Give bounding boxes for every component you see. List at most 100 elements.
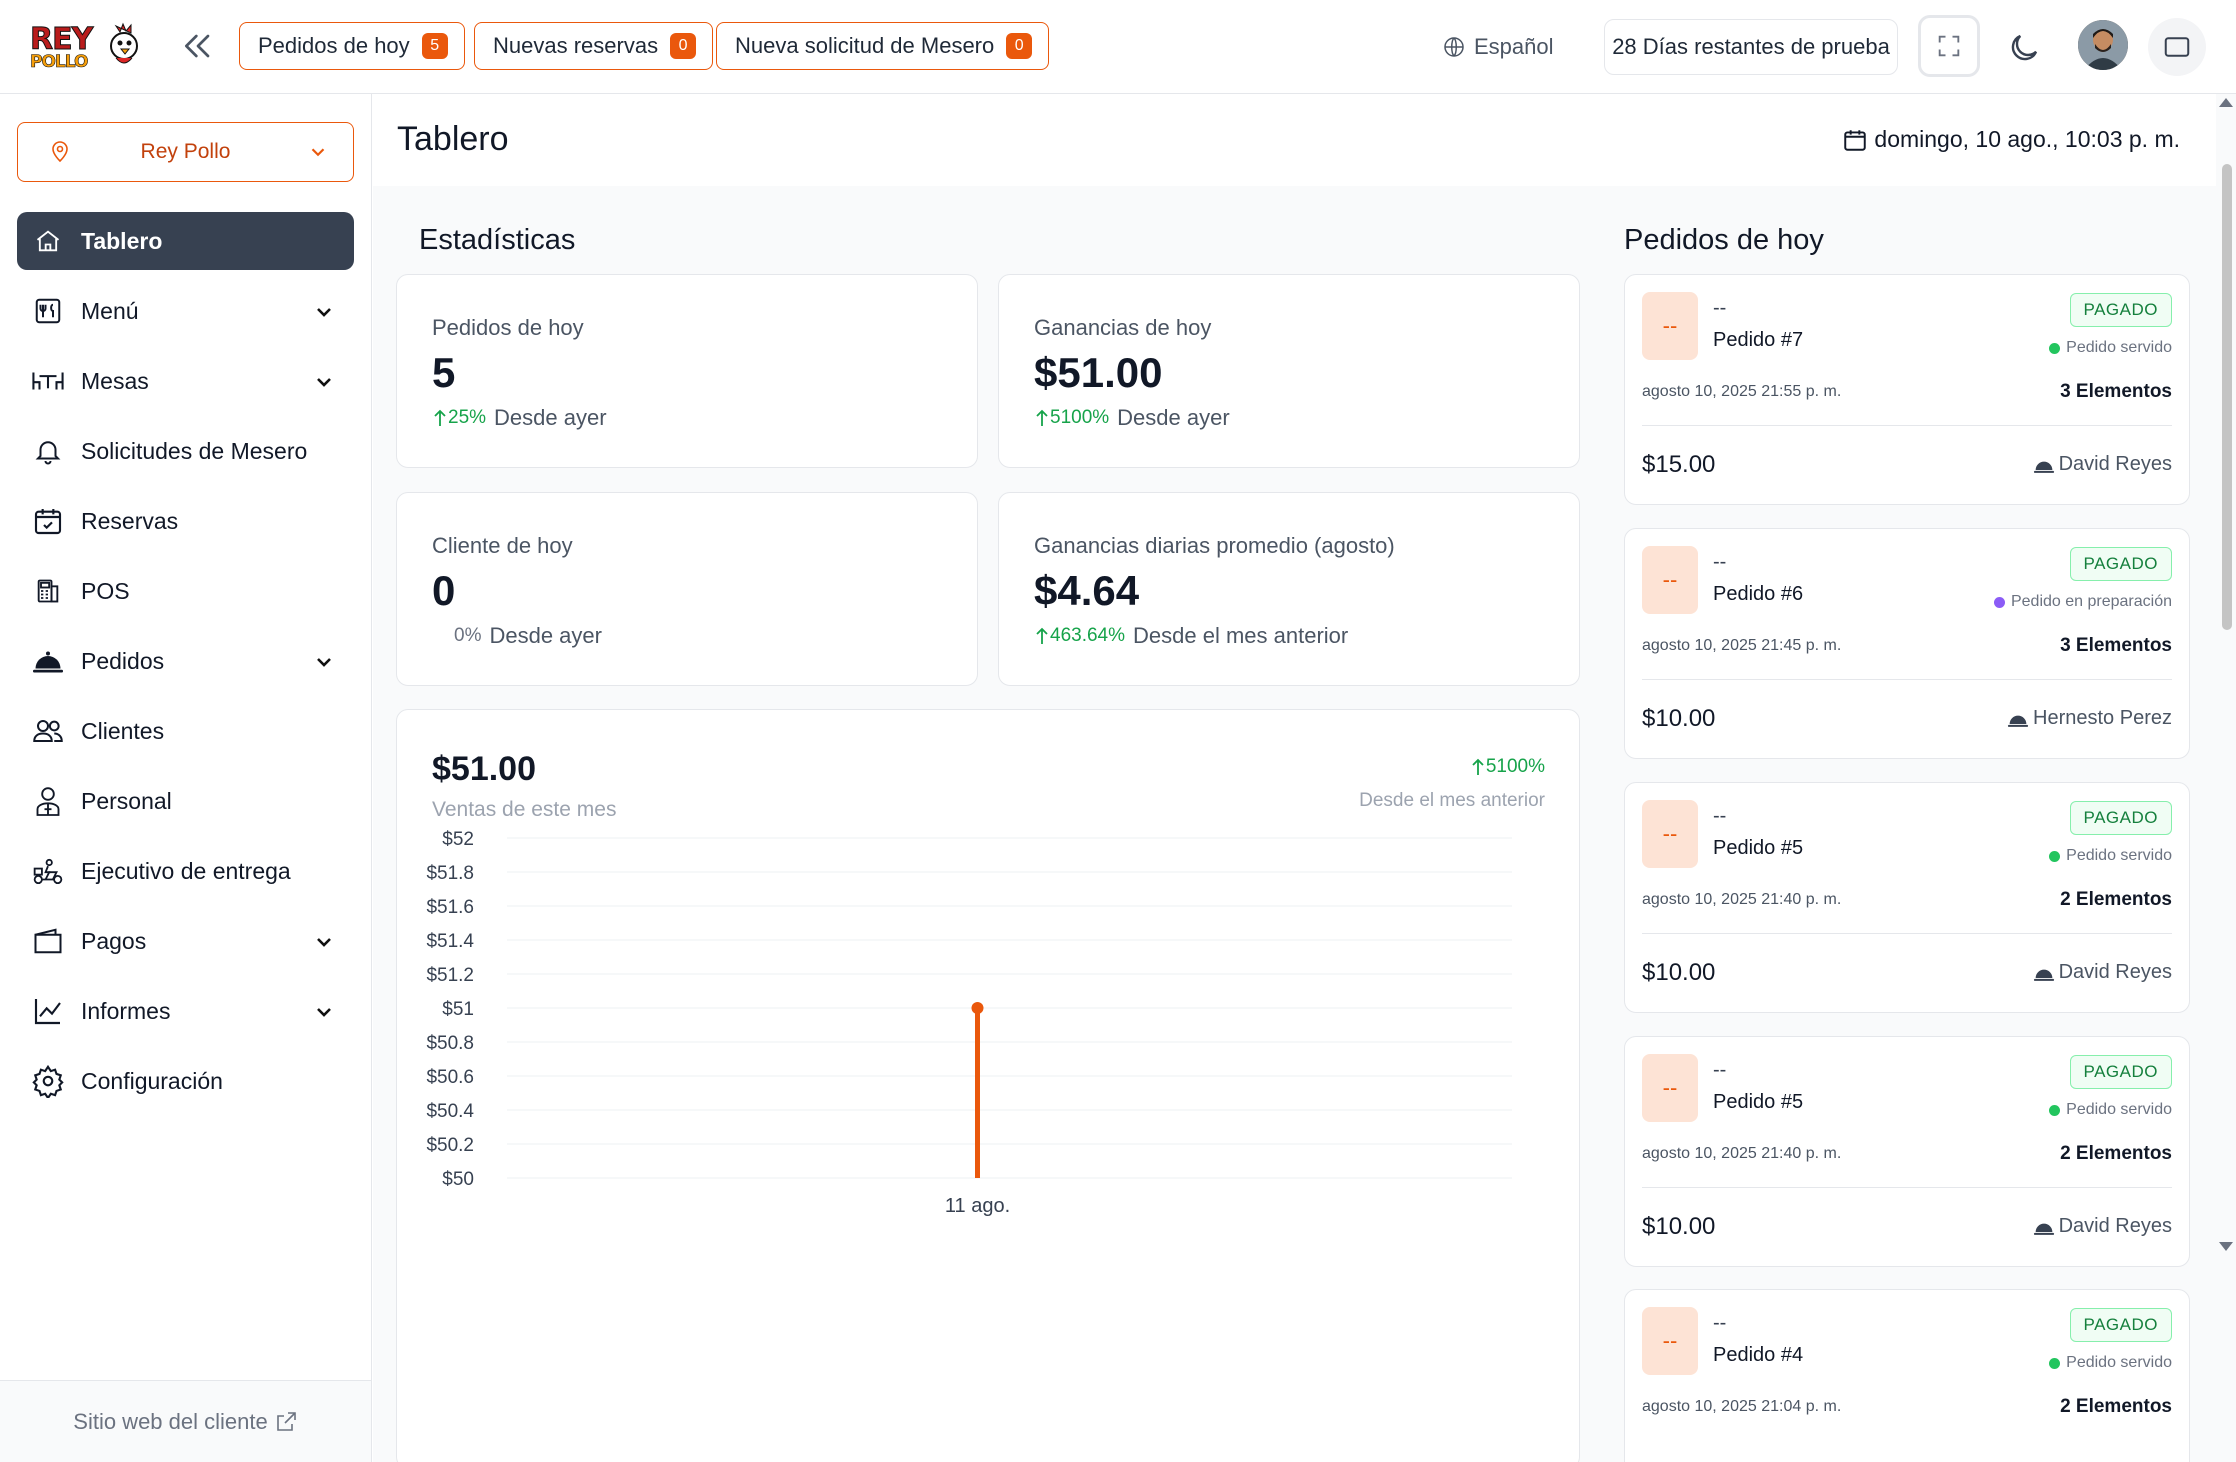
user-avatar[interactable] [2078, 20, 2128, 70]
y-tick-label: $50.2 [426, 1135, 474, 1156]
y-tick-label: $51.8 [426, 863, 474, 884]
order-items: 3 Elementos [2060, 635, 2172, 656]
order-waiter-name: David Reyes [2058, 961, 2172, 983]
waiter-request-button[interactable]: Nueva solicitud de Mesero 0 [716, 22, 1050, 70]
stat-pct: 5100% [1050, 407, 1110, 428]
chevron-down-icon [317, 378, 331, 387]
page-title: Tablero [397, 120, 509, 158]
sidebar-item-reservas[interactable]: Reservas [17, 492, 354, 550]
order-status-label: Pedido servido [2066, 847, 2172, 864]
monthly-sales-change: 5100% [1470, 756, 1545, 778]
sidebar-item-pagos[interactable]: Pagos [17, 912, 354, 970]
language-selector[interactable]: Español [1442, 30, 1554, 64]
sidebar-item-solicitudes-de-mesero[interactable]: Solicitudes de Mesero [17, 422, 354, 480]
paid-badge: PAGADO [2069, 293, 2172, 327]
divider [1642, 425, 2172, 426]
order-date: agosto 10, 2025 21:40 p. m. [1642, 891, 1842, 908]
chevron-down-icon [311, 148, 325, 157]
branch-selector[interactable]: Rey Pollo [17, 122, 354, 182]
stat-label: Ganancias de hoy [1034, 315, 1212, 340]
monthly-sales-value: $51.00 [432, 750, 536, 788]
logo[interactable]: REY POLLO [26, 20, 144, 72]
new-reservations-button[interactable]: Nuevas reservas 0 [474, 22, 714, 70]
order-items: 3 Elementos [2060, 381, 2172, 402]
order-card[interactable]: -- -- Pedido #7 PAGADO Pedido servido ag… [1624, 274, 2190, 505]
sidebar-item-label: Clientes [81, 717, 165, 744]
order-table: -- [1713, 297, 1727, 319]
stats-title: Estadísticas [419, 224, 576, 256]
order-date: agosto 10, 2025 21:55 p. m. [1642, 383, 1842, 400]
sidebar-item-pos[interactable]: POS [17, 562, 354, 620]
customer-website-link[interactable]: Sitio web del cliente [0, 1380, 371, 1462]
order-card[interactable]: -- -- Pedido #5 PAGADO Pedido servido ag… [1624, 782, 2190, 1013]
sidebar-item-personal[interactable]: Personal [17, 772, 354, 830]
sales-point[interactable] [971, 1002, 984, 1014]
y-tick-label: $51.2 [426, 965, 474, 986]
sidebar-item-menu[interactable]: Menú [17, 282, 354, 340]
sidebar-item-clientes[interactable]: Clientes [17, 702, 354, 760]
monthly-sales-pct-note: Desde el mes anterior [1359, 790, 1545, 811]
bell-icon [29, 432, 67, 470]
sidebar-item-label: Configuración [81, 1067, 223, 1094]
stat-change: 25% Desde ayer [432, 405, 607, 431]
order-table: -- [1713, 1312, 1727, 1334]
order-date: agosto 10, 2025 21:40 p. m. [1642, 1145, 1842, 1162]
order-total: $10.00 [1642, 1213, 1716, 1240]
todays-orders-button[interactable]: Pedidos de hoy 5 [239, 22, 465, 70]
collapse-sidebar-icon[interactable] [178, 26, 218, 66]
status-dot [2049, 1357, 2061, 1369]
paid-badge: PAGADO [2069, 547, 2172, 581]
sidebar-item-mesas[interactable]: Mesas [17, 352, 354, 410]
order-date: agosto 10, 2025 21:04 p. m. [1642, 1398, 1842, 1415]
new-reservations-label: Nuevas reservas [493, 33, 659, 58]
order-items: 2 Elementos [2060, 1143, 2172, 1164]
scroll-up-arrow-icon[interactable] [2219, 98, 2233, 107]
chart-line-icon [29, 992, 67, 1030]
order-thumbnail: -- [1642, 800, 1698, 868]
stat-value: 0 [432, 567, 456, 614]
order-status-label: Pedido servido [2066, 1354, 2172, 1371]
stat-change: 5100% Desde ayer [1034, 405, 1230, 431]
status-dot [1993, 596, 2005, 608]
order-status-label: Pedido servido [2066, 339, 2172, 356]
sidebar-item-label: Pedidos [81, 647, 165, 674]
delivery-icon [29, 852, 67, 890]
order-status-label: Pedido en preparación [2010, 593, 2172, 610]
sidebar-item-label: Mesas [81, 367, 149, 394]
waiter-cloche-icon [2008, 715, 2029, 727]
sidebar-item-pedidos[interactable]: Pedidos [17, 632, 354, 690]
order-status: Pedido servido [2049, 339, 2172, 357]
stat-value: $4.64 [1034, 567, 1140, 614]
trial-days-button[interactable]: 28 Días restantes de prueba [1604, 19, 1898, 75]
dark-mode-icon[interactable] [2006, 30, 2042, 66]
staff-icon [29, 782, 67, 820]
order-card[interactable]: -- -- Pedido #4 PAGADO Pedido servido ag… [1624, 1289, 2190, 1462]
y-tick-label: $50.6 [426, 1067, 474, 1088]
menu-icon [29, 292, 67, 330]
order-number: Pedido #6 [1713, 583, 1804, 605]
users-icon [29, 712, 67, 750]
fullscreen-button[interactable] [1918, 15, 1980, 77]
sidebar-item-informes[interactable]: Informes [17, 982, 354, 1040]
chevron-down-icon [317, 658, 331, 667]
order-card[interactable]: -- -- Pedido #5 PAGADO Pedido servido ag… [1624, 1036, 2190, 1267]
cloche-icon [29, 642, 67, 680]
order-table: -- [1713, 1059, 1727, 1081]
panel-toggle-button[interactable] [2148, 18, 2206, 76]
y-tick-label: $50.4 [426, 1101, 474, 1122]
sidebar-item-configuracion[interactable]: Configuración [17, 1052, 354, 1110]
order-status: Pedido servido [2049, 1101, 2172, 1119]
sidebar-item-label: Ejecutivo de entrega [81, 857, 291, 884]
avatar-image [2078, 20, 2128, 70]
scroll-down-arrow-icon[interactable] [2219, 1242, 2233, 1251]
sidebar: Rey Pollo Tablero Menú Mesas Solicitudes… [0, 94, 372, 1462]
stat-note: Desde ayer [1117, 405, 1230, 430]
scrollbar[interactable] [2216, 94, 2236, 1462]
arrow-up-icon [1036, 627, 1048, 644]
order-card[interactable]: -- -- Pedido #6 PAGADO Pedido en prepara… [1624, 528, 2190, 759]
sidebar-item-tablero[interactable]: Tablero [17, 212, 354, 270]
stat-label: Pedidos de hoy [432, 315, 584, 340]
scrollbar-thumb[interactable] [2222, 164, 2232, 630]
sidebar-item-label: Tablero [81, 227, 163, 254]
sidebar-item-ejecutivo-de-entrega[interactable]: Ejecutivo de entrega [17, 842, 354, 900]
